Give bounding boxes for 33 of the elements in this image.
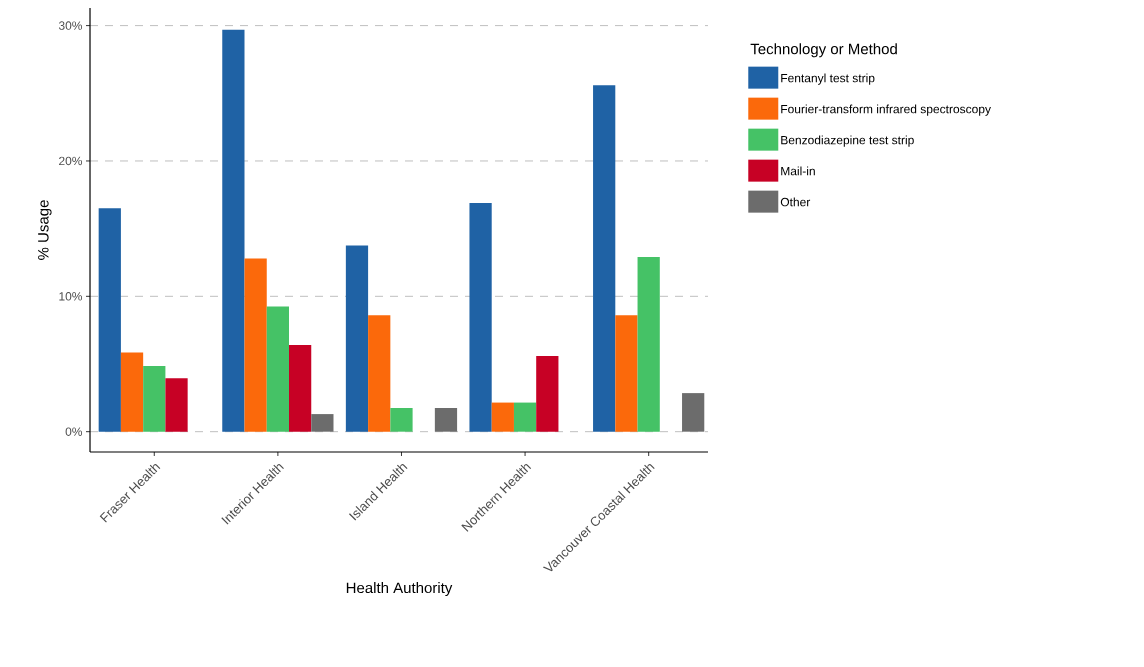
y-axis-title: % Usage [38,200,52,260]
legend-label: Benzodiazepine test strip [781,135,914,147]
bar [98,208,121,432]
bar [593,85,616,432]
bar [469,202,492,432]
bar [536,355,559,432]
bar [368,315,391,432]
bar [615,315,638,432]
bar [491,402,514,432]
bar [637,257,660,432]
bar [682,393,705,432]
bar [165,378,188,432]
legend-label: Fentanyl test strip [781,73,875,85]
x-axis-title: Health Authority [346,582,453,597]
y-tick-label: 30% [58,21,83,30]
bar [244,258,267,432]
y-tick-label: 20% [59,156,83,166]
legend-label: Mail-in [781,166,815,176]
bar [311,414,334,432]
legend-title: Technology or Method [750,43,897,58]
bar [345,245,369,432]
bar [390,407,413,432]
bar [143,366,166,432]
legend-label: Fourier-transform infrared spectroscopy [781,104,991,116]
y-tick-label: 0% [65,427,83,436]
bar [289,345,312,432]
bar [120,352,144,432]
bar [434,407,458,432]
bar [513,402,537,432]
bar [222,29,245,432]
legend-label: Other [780,197,811,207]
y-tick-label: 10% [59,292,83,301]
bar [266,306,289,432]
